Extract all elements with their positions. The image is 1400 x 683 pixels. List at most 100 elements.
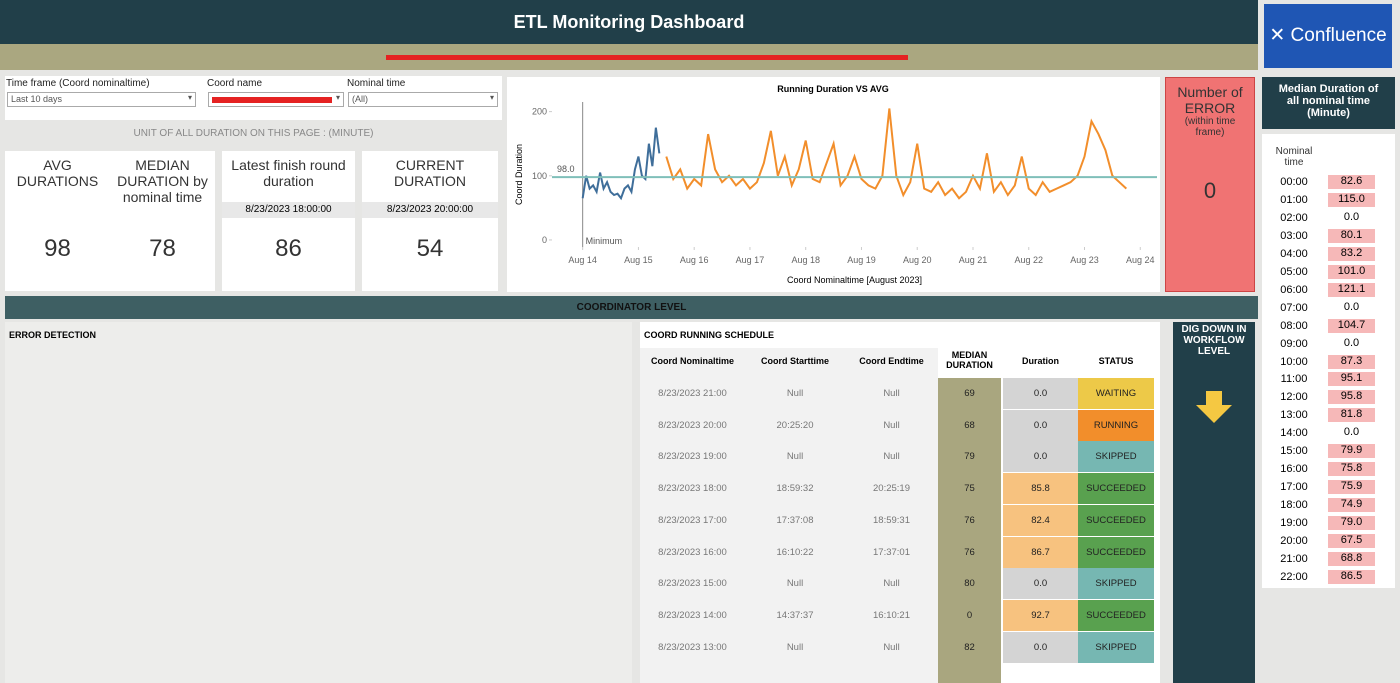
cell: SUCCEEDED — [1078, 536, 1154, 568]
median-value: 67.5 — [1328, 534, 1375, 548]
median-value: 75.8 — [1328, 462, 1375, 477]
chart-title: Running Duration VS AVG — [777, 84, 889, 94]
median-time: 05:00 — [1280, 265, 1308, 278]
drill-arrow[interactable] — [1194, 391, 1234, 425]
cell: 20:25:19 — [873, 483, 910, 495]
median-panel: Nominal time 00:00 82.6 01:00 115.0 02:00 0.0 0… — [1262, 134, 1395, 588]
x-tick-label: Aug 18 — [791, 255, 820, 265]
cell: SUCCEEDED — [1078, 504, 1154, 536]
kpi-title: MEDIAN DURATION by nominal time — [117, 157, 208, 205]
cell: 82 — [964, 641, 975, 653]
cell: Null — [786, 578, 804, 590]
cell: SUCCEEDED — [1078, 599, 1154, 631]
median-time: 21:00 — [1280, 552, 1308, 565]
cell: WAITING — [1078, 378, 1154, 409]
cell: 16:10:21 — [873, 609, 910, 621]
logo-text: Confluence — [1290, 25, 1387, 46]
kpi-title: AVG DURATIONS — [16, 157, 99, 189]
median-time: 11:00 — [1280, 373, 1308, 386]
median-value: 87.3 — [1328, 354, 1375, 369]
median-time: 09:00 — [1280, 337, 1308, 350]
x-tick-label: Aug 24 — [1126, 255, 1155, 265]
median-value: 0.0 — [1328, 300, 1375, 315]
median-time: 20:00 — [1280, 535, 1308, 547]
median-time: 00:00 — [1280, 176, 1308, 188]
median-value: 82.6 — [1328, 175, 1375, 189]
kpi-date: 8/23/2023 20:00:00 — [362, 202, 498, 218]
x-tick-label: Aug 20 — [903, 255, 932, 265]
x-tick-label: Aug 15 — [624, 255, 653, 265]
cell: 85.8 — [1003, 473, 1078, 505]
cell: 0.0 — [1003, 378, 1078, 409]
cell: 76 — [964, 514, 975, 526]
kpi-value: 54 — [416, 235, 444, 262]
median-value: 104.7 — [1328, 318, 1375, 333]
cell: 0.0 — [1003, 441, 1078, 473]
dropdown-icon: ▾ — [489, 93, 494, 102]
cell: 0.0 — [1003, 568, 1078, 600]
median-value: 0.0 — [1328, 426, 1375, 441]
kpi-title: CURRENT DURATION — [393, 157, 467, 189]
cell: 8/23/2023 13:00 — [658, 641, 727, 653]
cell: Null — [883, 578, 900, 590]
median-time: 22:00 — [1280, 570, 1308, 583]
chart-panel: Running Duration VS AVG Coord Duration Coo… — [507, 77, 1160, 292]
cell: 8/23/2023 19:00 — [658, 451, 727, 463]
x-tick-label: Aug 22 — [1014, 255, 1043, 265]
cell: 68 — [964, 419, 975, 431]
cell: 17:37:08 — [776, 514, 814, 526]
cell: 16:10:22 — [776, 546, 814, 558]
schedule-title: COORD RUNNING SCHEDULE — [644, 330, 775, 340]
cell: 75 — [964, 483, 975, 495]
median-time: 08:00 — [1280, 319, 1308, 332]
column-header: Coord Nominaltime — [650, 356, 734, 366]
filter-select[interactable]: (All) ▾ — [348, 92, 498, 107]
cell: 79 — [964, 451, 975, 463]
median-time: 06:00 — [1280, 283, 1308, 296]
median-value: 81.8 — [1328, 408, 1375, 423]
median-time: 15:00 — [1280, 445, 1308, 458]
median-time: 03:00 — [1280, 229, 1308, 242]
filters: Time frame (Coord nominaltime) Last 10 da… — [5, 76, 502, 120]
kpi-date: 8/23/2023 18:00:00 — [222, 202, 355, 218]
cell: Null — [883, 641, 900, 653]
filter-select[interactable]: ▾ — [208, 92, 344, 107]
section-bar: COORDINATOR LEVEL — [5, 296, 1258, 319]
x-tick-label: Aug 23 — [1070, 255, 1099, 265]
median-time: 13:00 — [1280, 409, 1308, 422]
drill-panel[interactable]: DIG DOWN IN WORKFLOW LEVEL — [1173, 322, 1255, 683]
cell: 82.4 — [1003, 504, 1078, 536]
median-value: 115.0 — [1328, 192, 1375, 207]
y-axis-title: Coord Duration — [514, 144, 524, 205]
error-title: Number of ERROR — [1177, 84, 1243, 116]
median-time: 01:00 — [1280, 193, 1308, 206]
cell: Null — [883, 388, 900, 399]
kpi-value: 98 — [44, 235, 71, 262]
column-header: Coord Starttime — [760, 356, 829, 366]
redaction — [386, 55, 908, 60]
marker-label: Minimum — [586, 236, 623, 246]
column-header: MEDIAN DURATION — [946, 350, 993, 370]
error-detection-title: ERROR DETECTION — [9, 330, 97, 340]
median-value: 80.1 — [1328, 228, 1375, 243]
cell: 8/23/2023 15:00 — [658, 578, 727, 590]
y-tick-label: 100 — [532, 171, 547, 181]
filter-label: Time frame (Coord nominaltime) — [6, 78, 150, 89]
cell: SUCCEEDED — [1078, 473, 1154, 505]
median-time: 14:00 — [1280, 427, 1308, 440]
filter-label: Nominal time — [347, 78, 406, 89]
median-value: 101.0 — [1328, 264, 1375, 279]
line-series — [581, 127, 661, 201]
cell: Null — [883, 419, 900, 431]
filter-select[interactable]: Last 10 days ▾ — [7, 92, 196, 107]
median-column-bg — [938, 378, 1001, 683]
column-header: Duration — [1022, 356, 1059, 366]
redaction — [212, 97, 332, 103]
median-value: 68.8 — [1328, 551, 1375, 566]
cell: 92.7 — [1003, 599, 1078, 631]
cell: 8/23/2023 14:00 — [658, 609, 727, 621]
median-column: Nominal time — [1275, 146, 1313, 168]
dropdown-icon: ▾ — [187, 93, 192, 102]
drill-text: DIG DOWN IN WORKFLOW LEVEL — [1181, 324, 1247, 357]
